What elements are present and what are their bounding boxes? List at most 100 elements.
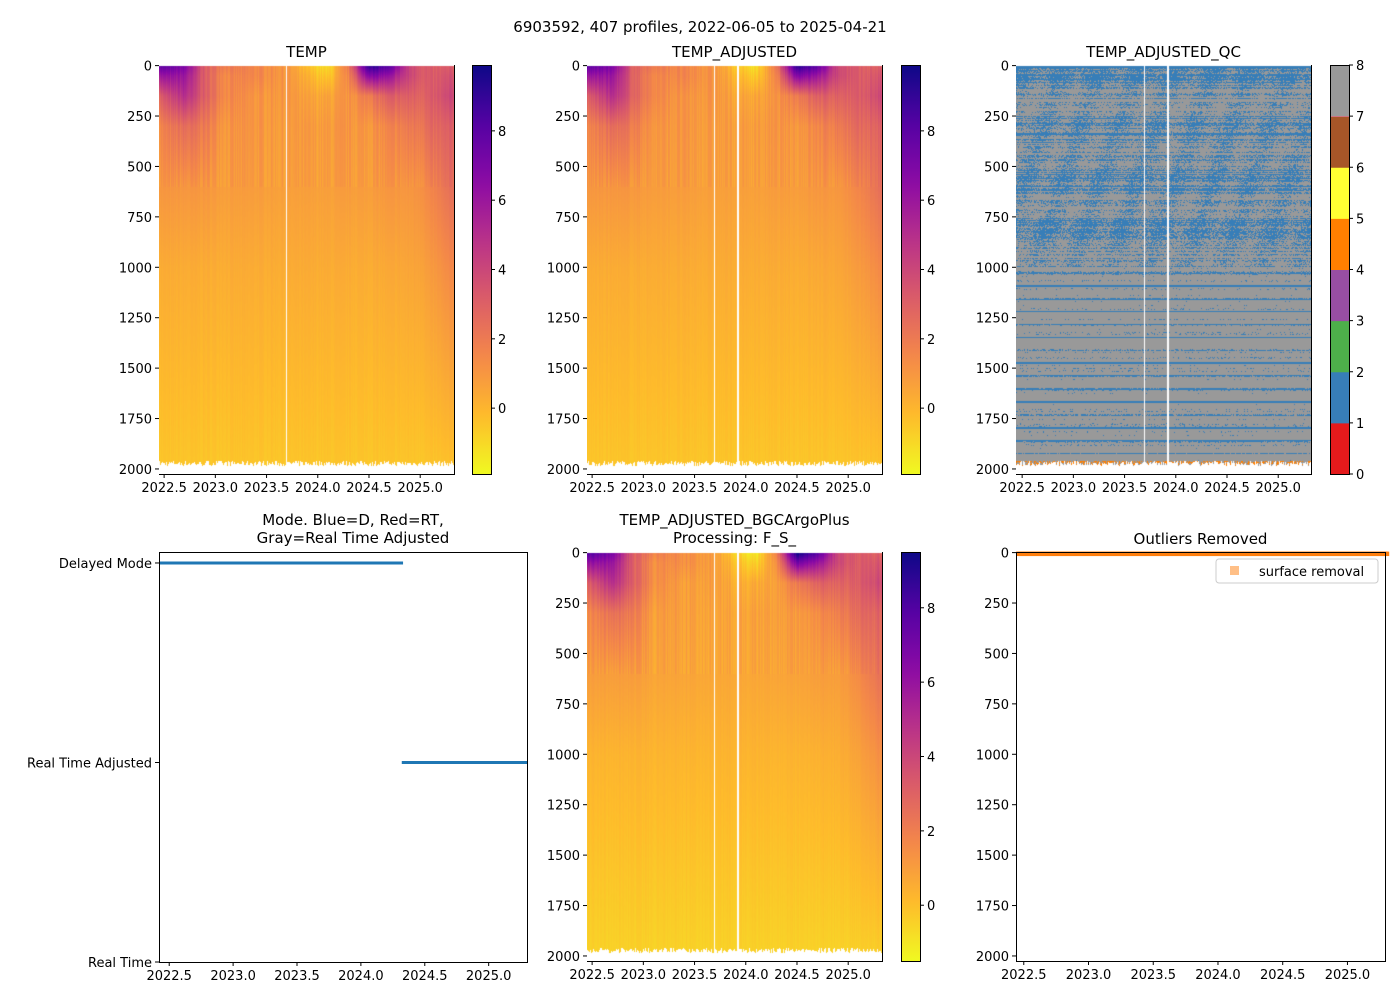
y-tick-label: 0 [572, 60, 580, 75]
x-tick-label: 2022.5 [1001, 968, 1047, 983]
y-tick-label: 1000 [976, 748, 1009, 763]
x-tick-label: 2025.0 [397, 481, 443, 496]
x-tick-label: 2023.0 [1066, 968, 1112, 983]
y-tick-label: 750 [555, 698, 580, 713]
x-tick-label: 2022.5 [569, 481, 615, 496]
y-tick-label: 1000 [547, 261, 580, 276]
colorbar-segment-3 [1330, 269, 1349, 322]
x-tick-label: 2025.0 [1325, 968, 1371, 983]
x-tick-label: 2023.0 [210, 969, 256, 984]
bgc-title: TEMP_ADJUSTED_BGCArgoPlus [618, 511, 849, 530]
x-tick-label: 2022.5 [569, 968, 615, 983]
colorbar-tick-label: 8 [1356, 59, 1364, 74]
x-tick-label: 2023.5 [672, 968, 718, 983]
figure-suptitle: 6903592, 407 profiles, 2022-06-05 to 202… [513, 18, 886, 36]
legend-marker [1230, 566, 1239, 575]
colorbar-segment-1 [1330, 371, 1349, 424]
y-tick-label: 750 [984, 698, 1009, 713]
temp-colorbar [472, 65, 491, 474]
colorbar-segment-4 [1330, 218, 1349, 270]
legend: surface removal [1215, 558, 1379, 584]
colorbar-tick-label: 1 [1356, 417, 1364, 432]
y-tick-label: 250 [555, 110, 580, 125]
x-tick-label: 2025.0 [1255, 481, 1301, 496]
x-tick-label: 2024.0 [1195, 968, 1241, 983]
outlier-marker [1385, 551, 1390, 557]
y-tick-label: 0 [572, 547, 580, 562]
outliers-axes-frame [1016, 552, 1386, 962]
x-tick-label: 2023.0 [1051, 481, 1097, 496]
y-tick-label: 500 [984, 647, 1009, 662]
colorbar-tick-label: 8 [927, 125, 935, 140]
y-tick-label: 1250 [119, 312, 152, 327]
temp_adj_qc-title: TEMP_ADJUSTED_QC [1085, 43, 1241, 62]
y-tick-label: 250 [555, 597, 580, 612]
y-tick-label: Real Time Adjusted [27, 756, 152, 771]
colorbar-segment-6 [1330, 116, 1349, 168]
legend-label: surface removal [1259, 565, 1364, 580]
bgc-colorbar [901, 552, 920, 961]
colorbar-tick-label: 2 [1356, 366, 1364, 381]
colorbar-tick-label: 8 [927, 602, 935, 617]
x-tick-label: 2024.0 [723, 481, 769, 496]
x-tick-label: 2025.0 [466, 969, 512, 984]
outliers-title: Outliers Removed [1134, 530, 1268, 548]
y-tick-label: 250 [127, 110, 152, 125]
legend-box [1215, 558, 1379, 584]
colorbar-segment-5 [1330, 167, 1349, 219]
y-tick-label: 250 [984, 597, 1009, 612]
y-tick-label: 1000 [976, 261, 1009, 276]
colorbar-segment-0 [1330, 422, 1349, 475]
x-tick-label: 2025.0 [825, 481, 871, 496]
colorbar-tick-label: 6 [927, 194, 935, 209]
x-tick-label: 2023.0 [193, 481, 239, 496]
y-tick-label: 2000 [547, 463, 580, 478]
mode-axes-frame [159, 552, 528, 963]
x-tick-label: 2024.5 [346, 481, 392, 496]
colorbar-tick-label: 6 [498, 194, 506, 209]
y-tick-label: 1750 [976, 413, 1009, 428]
y-tick-label: 500 [555, 647, 580, 662]
x-tick-label: 2023.0 [621, 968, 667, 983]
y-tick-label: 2000 [976, 463, 1009, 478]
y-tick-label: 0 [1001, 60, 1009, 75]
x-tick-label: 2023.0 [621, 481, 667, 496]
temp_adj-title: TEMP_ADJUSTED [671, 43, 797, 62]
bgc-subtitle: Processing: F_S_ [673, 529, 797, 548]
colorbar-tick-label: 2 [927, 333, 935, 348]
y-tick-label: 1500 [547, 849, 580, 864]
x-tick-label: 2024.0 [338, 969, 384, 984]
colorbar-tick-label: 8 [498, 125, 506, 140]
y-tick-label: 2000 [976, 950, 1009, 965]
y-tick-label: 1750 [547, 900, 580, 915]
x-tick-label: 2024.5 [402, 969, 448, 984]
colorbar-tick-label: 0 [927, 899, 935, 914]
y-tick-label: 1250 [976, 799, 1009, 814]
y-tick-label: 1250 [547, 312, 580, 327]
x-tick-label: 2025.0 [825, 968, 871, 983]
colorbar-tick-label: 4 [1356, 264, 1364, 279]
temp_adj-heatmap [587, 65, 882, 474]
y-tick-label: 1500 [547, 362, 580, 377]
y-tick-label: 1750 [547, 413, 580, 428]
y-tick-label: 2000 [547, 950, 580, 965]
x-tick-label: 2024.5 [1204, 481, 1250, 496]
x-tick-label: 2022.5 [999, 481, 1045, 496]
colorbar-tick-label: 4 [498, 264, 506, 279]
x-tick-label: 2024.0 [295, 481, 341, 496]
x-tick-label: 2023.5 [244, 481, 290, 496]
x-tick-label: 2024.0 [723, 968, 769, 983]
y-tick-label: 1500 [976, 362, 1009, 377]
x-tick-label: 2023.5 [672, 481, 718, 496]
y-tick-label: 0 [144, 60, 152, 75]
bgc-heatmap [587, 552, 882, 961]
x-tick-label: 2024.0 [1153, 481, 1199, 496]
colorbar-tick-label: 3 [1356, 315, 1364, 330]
colorbar-tick-label: 0 [927, 402, 935, 417]
colorbar-tick-label: 4 [927, 751, 935, 766]
x-tick-label: 2023.5 [274, 969, 320, 984]
mode-title: Gray=Real Time Adjusted [257, 529, 450, 547]
colorbar-segment-8 [1330, 65, 1349, 117]
colorbar-tick-label: 4 [927, 264, 935, 279]
colorbar-tick-label: 7 [1356, 110, 1364, 125]
